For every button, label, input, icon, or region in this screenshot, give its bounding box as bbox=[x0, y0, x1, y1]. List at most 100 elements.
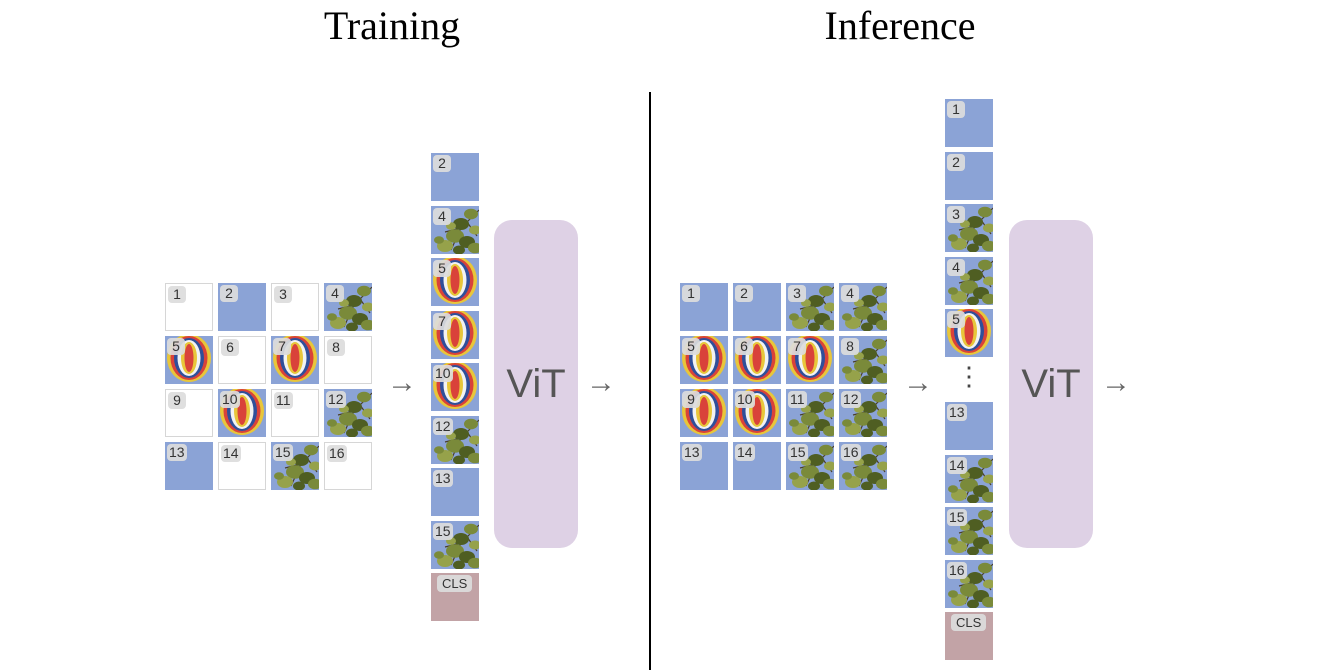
patch-number: 6 bbox=[735, 338, 753, 355]
patch-number: 15 bbox=[433, 522, 453, 540]
patch-number: 2 bbox=[947, 153, 965, 171]
image-patch: 3 bbox=[945, 204, 993, 252]
image-patch: 4 bbox=[945, 256, 993, 305]
foliage-icon bbox=[948, 562, 993, 608]
cls-token: CLS bbox=[431, 573, 479, 621]
patch-number: 13 bbox=[682, 444, 702, 461]
patch-number: 12 bbox=[841, 391, 861, 408]
image-patch: 15 bbox=[271, 442, 319, 490]
masked-patch: 1 bbox=[165, 283, 213, 331]
patch-number: 15 bbox=[947, 509, 967, 526]
patch-number: 7 bbox=[273, 338, 291, 355]
image-patch: 11 bbox=[786, 389, 834, 437]
image-patch: 14 bbox=[945, 454, 993, 503]
masked-patch: 6 bbox=[218, 336, 266, 384]
foliage-icon bbox=[274, 444, 319, 490]
training-input-arrow: → bbox=[387, 366, 417, 399]
patch-number: 2 bbox=[735, 285, 753, 302]
training-vit-block: ViT bbox=[494, 220, 578, 548]
foliage-icon bbox=[434, 418, 479, 464]
training-title: Training bbox=[323, 3, 461, 48]
patch-number: 2 bbox=[433, 155, 451, 172]
patch-number: 15 bbox=[273, 444, 293, 461]
patch-number: 11 bbox=[274, 392, 293, 409]
image-patch: 13 bbox=[431, 468, 479, 516]
image-patch: 16 bbox=[945, 559, 993, 608]
patch-number: 3 bbox=[788, 285, 806, 302]
image-patch: 5 bbox=[680, 336, 728, 384]
image-patch: 10 bbox=[218, 389, 266, 437]
masked-patch: 11 bbox=[271, 389, 319, 437]
inference-output-arrow: → bbox=[1101, 366, 1131, 399]
image-patch: 13 bbox=[945, 402, 993, 450]
patch-number: 10 bbox=[735, 391, 755, 408]
patch-number: 3 bbox=[274, 286, 292, 303]
foliage-icon bbox=[789, 285, 834, 331]
image-patch: 12 bbox=[839, 389, 887, 437]
image-patch: 12 bbox=[431, 415, 479, 464]
patch-number: 15 bbox=[788, 444, 808, 461]
patch-number: 13 bbox=[433, 470, 453, 487]
patch-number: 16 bbox=[327, 445, 347, 462]
patch-number: 5 bbox=[682, 338, 700, 355]
foliage-icon bbox=[327, 285, 372, 331]
foliage-icon bbox=[948, 206, 993, 252]
section-divider bbox=[649, 92, 651, 670]
patch-number: 7 bbox=[788, 338, 806, 355]
image-patch: 3 bbox=[786, 283, 834, 331]
patch-number: 9 bbox=[682, 391, 700, 408]
patch-number: 5 bbox=[167, 338, 185, 355]
patch-number: 4 bbox=[433, 207, 451, 225]
foliage-icon bbox=[327, 391, 372, 437]
image-patch: 4 bbox=[839, 283, 887, 331]
masked-patch: 9 bbox=[165, 389, 213, 437]
patch-number: 4 bbox=[947, 258, 965, 276]
image-patch: 4 bbox=[324, 283, 372, 331]
foliage-icon bbox=[948, 259, 993, 305]
patch-number: 5 bbox=[433, 260, 451, 277]
image-patch: 5 bbox=[945, 309, 993, 357]
image-patch: 10 bbox=[431, 363, 479, 411]
image-patch: 15 bbox=[431, 520, 479, 569]
foliage-icon bbox=[948, 457, 993, 503]
patch-number: 5 bbox=[947, 311, 965, 328]
patch-number: 11 bbox=[788, 391, 807, 408]
vit-label: ViT bbox=[1021, 361, 1081, 406]
image-patch: 1 bbox=[680, 283, 728, 331]
image-patch: 7 bbox=[786, 336, 834, 384]
patch-number: 2 bbox=[220, 285, 238, 302]
patch-number: 8 bbox=[841, 338, 859, 355]
patch-number: 10 bbox=[220, 391, 240, 408]
image-patch: 15 bbox=[786, 442, 834, 490]
vit-label: ViT bbox=[506, 361, 566, 406]
foliage-icon bbox=[842, 391, 887, 437]
image-patch: 16 bbox=[839, 442, 887, 490]
patch-number: 1 bbox=[682, 285, 700, 302]
image-patch: 2 bbox=[733, 283, 781, 331]
image-patch: 2 bbox=[218, 283, 266, 331]
cls-label: CLS bbox=[951, 614, 987, 631]
image-patch: 9 bbox=[680, 389, 728, 437]
patch-number: 1 bbox=[168, 286, 186, 303]
image-patch: 5 bbox=[431, 258, 479, 306]
foliage-icon bbox=[842, 444, 887, 490]
patch-number: 14 bbox=[221, 445, 241, 462]
patch-number: 12 bbox=[326, 391, 346, 408]
patch-number: 10 bbox=[433, 365, 453, 382]
image-patch: 12 bbox=[324, 389, 372, 437]
masked-patch: 16 bbox=[324, 442, 372, 490]
cls-label: CLS bbox=[437, 575, 473, 592]
training-output-arrow: → bbox=[586, 366, 616, 399]
image-patch: 6 bbox=[733, 336, 781, 384]
image-patch: 14 bbox=[733, 442, 781, 490]
inference-vit-block: ViT bbox=[1009, 220, 1093, 548]
foliage-icon bbox=[434, 208, 479, 254]
patch-number: 13 bbox=[947, 404, 967, 421]
image-patch: 1 bbox=[945, 99, 993, 147]
foliage-icon bbox=[842, 338, 887, 384]
patch-number: 4 bbox=[841, 285, 859, 302]
patch-number: 14 bbox=[735, 444, 755, 461]
patch-number: 16 bbox=[947, 561, 967, 579]
inference-title: Inference bbox=[824, 3, 976, 48]
patch-number: 9 bbox=[168, 392, 186, 409]
